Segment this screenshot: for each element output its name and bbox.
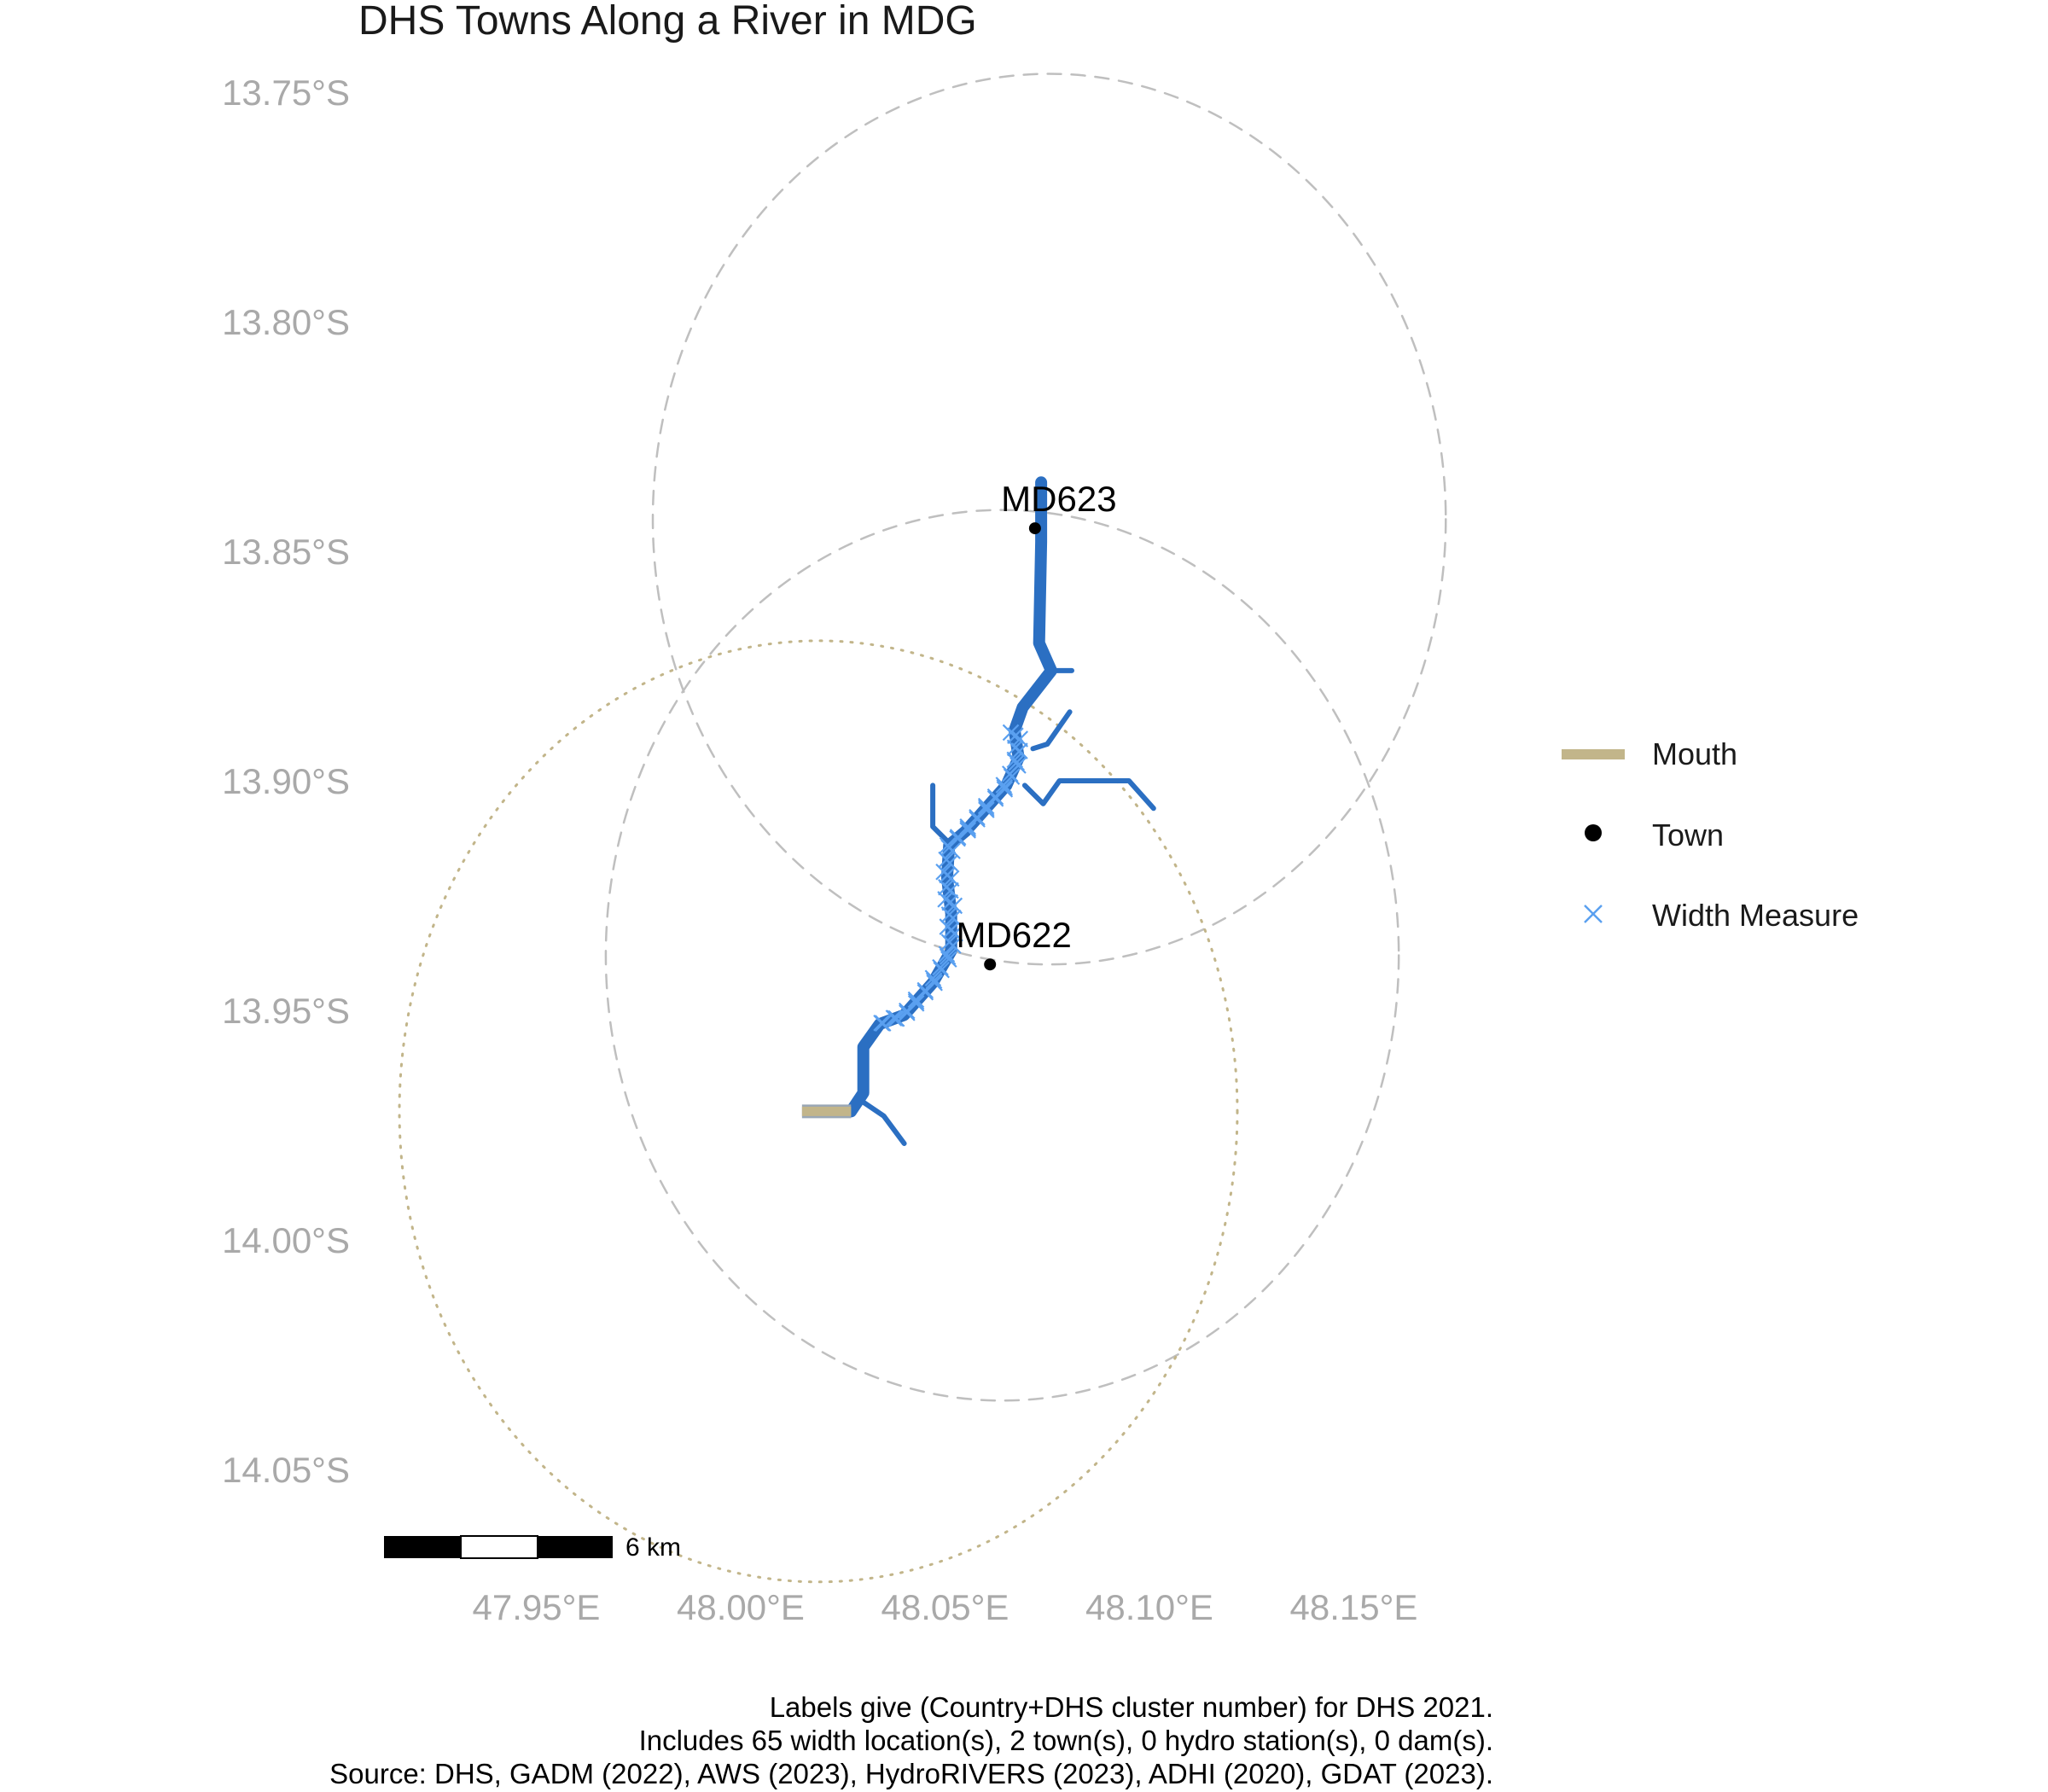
legend: Mouth Town Width Measure <box>1562 736 1859 933</box>
width-measure-marker <box>1007 727 1024 744</box>
river-main-channel <box>845 476 1057 1118</box>
width-measure-marker <box>924 969 942 987</box>
town-points: MD623 MD622 <box>956 479 1117 971</box>
caption-line-3: Source: DHS, GADM (2022), AWS (2023), Hy… <box>329 1758 1493 1789</box>
y-tick-label: 13.90°S <box>222 761 350 801</box>
town-label-md623: MD623 <box>1001 479 1116 519</box>
x-tick-label: 48.15°E <box>1290 1587 1418 1627</box>
width-measure-marker <box>932 958 949 976</box>
x-tick-label: 48.10°E <box>1085 1587 1213 1627</box>
town-point-md622 <box>984 958 997 971</box>
scale-bar-segment-1 <box>384 1536 461 1558</box>
width-measure-markers <box>873 724 1029 1032</box>
y-tick-label: 13.75°S <box>222 73 350 113</box>
width-measure-marker <box>959 822 976 839</box>
scale-bar-segment-2 <box>460 1535 538 1559</box>
buffer-circle-3 <box>398 639 1239 1584</box>
width-measure-marker <box>1011 742 1028 759</box>
y-axis-labels: 13.75°S 13.80°S 13.85°S 13.90°S 13.95°S 14.00… <box>222 73 350 1490</box>
river-network <box>801 476 1156 1146</box>
scale-bar-segment-3 <box>538 1536 613 1558</box>
y-tick-label: 13.85°S <box>222 532 350 572</box>
width-measure-marker <box>945 937 962 954</box>
width-measure-marker <box>977 797 995 815</box>
caption-line-1: Labels give (Country+DHS cluster number)… <box>770 1691 1493 1723</box>
width-measure-marker <box>885 1009 903 1027</box>
width-measure-marker <box>899 1004 916 1021</box>
x-tick-label: 47.95°E <box>473 1587 601 1627</box>
width-measure-marker <box>899 1002 916 1020</box>
legend-width-swatch <box>1584 905 1603 923</box>
scale-bar-label: 6 km <box>625 1533 681 1562</box>
river-tributary <box>930 783 954 848</box>
width-measure-marker <box>1006 739 1024 757</box>
width-measure-marker <box>939 948 957 965</box>
buffer-circles <box>398 73 1447 1584</box>
legend-mouth-label: Mouth <box>1652 736 1737 771</box>
river-tributary <box>1021 778 1156 812</box>
width-measure-marker <box>995 777 1013 794</box>
x-axis-labels: 47.95°E 48.00°E 48.05°E 48.10°E 48.15°E <box>473 1587 1418 1627</box>
width-measure-marker <box>938 945 956 963</box>
width-measure-marker <box>1011 730 1029 748</box>
map-title: DHS Towns Along a River in MDG <box>358 0 977 44</box>
town-point-md623 <box>1028 522 1041 535</box>
river-tributary <box>1030 709 1073 752</box>
y-tick-label: 14.05°S <box>222 1450 350 1490</box>
buffer-circle-1 <box>651 73 1447 966</box>
width-measure-marker <box>1002 724 1020 742</box>
scale-bar: 6 km <box>384 1533 681 1562</box>
river-tributary <box>860 1099 907 1146</box>
caption-line-2: Includes 65 width location(s), 2 town(s)… <box>639 1725 1493 1756</box>
town-label-md622: MD622 <box>956 915 1071 955</box>
caption: Labels give (Country+DHS cluster number)… <box>329 1691 1493 1789</box>
y-tick-label: 13.95°S <box>222 991 350 1031</box>
legend-town-swatch <box>1585 824 1602 841</box>
y-tick-label: 14.00°S <box>222 1220 350 1260</box>
width-measure-marker <box>907 991 925 1009</box>
width-measure-marker <box>873 1015 890 1032</box>
x-tick-label: 48.05°E <box>881 1587 1009 1627</box>
y-tick-label: 13.80°S <box>222 302 350 342</box>
x-tick-label: 48.00°E <box>677 1587 805 1627</box>
legend-width-label: Width Measure <box>1652 898 1859 933</box>
buffer-circle-2 <box>604 509 1400 1402</box>
legend-town-label: Town <box>1652 817 1724 852</box>
